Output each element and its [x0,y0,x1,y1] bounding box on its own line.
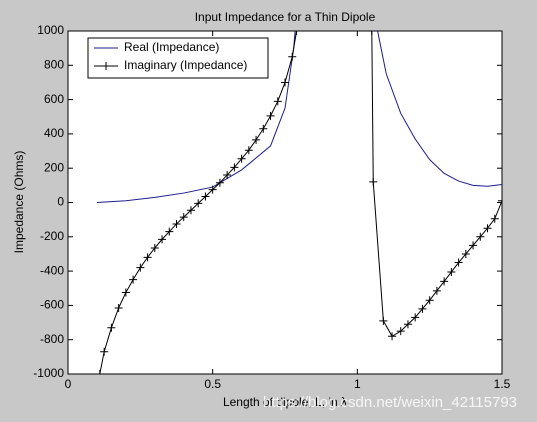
marker [129,275,138,284]
marker [201,192,210,201]
marker [266,111,275,120]
marker [223,171,232,180]
marker [165,227,174,236]
marker [369,177,378,186]
marker [388,332,397,341]
marker [425,296,434,305]
y-tick-label: -800 [40,332,64,346]
marker [100,347,109,356]
marker [252,135,261,144]
marker [95,370,104,374]
y-tick-label: 600 [44,92,64,106]
marker [158,235,167,244]
marker [281,78,289,87]
plot-content [95,31,502,374]
legend-marker [102,62,110,70]
marker [292,31,301,35]
y-tick-label: 800 [44,57,64,71]
marker [396,327,405,336]
marker [454,258,463,267]
marker [215,178,224,187]
marker [121,288,130,297]
marker [476,232,485,241]
marker [230,163,239,172]
y-tick-label: -400 [40,263,64,277]
marker [367,31,376,35]
marker [483,224,492,233]
marker [114,303,123,312]
legend-box [87,37,269,79]
marker [107,323,116,332]
y-axis-label: Impedance (Ohms) [12,151,26,254]
x-tick-label: 1.5 [494,377,511,391]
y-tick-label: -200 [40,229,64,243]
marker [288,52,297,61]
marker [440,277,449,286]
marker [490,214,499,223]
marker [273,97,282,106]
y-tick-label: 1000 [37,23,64,37]
y-tick-label: 200 [44,160,64,174]
legend-label: Real (Impedance) [124,40,219,54]
x-tick-label: 0.5 [204,377,221,391]
x-tick-label: 1 [354,377,361,391]
marker [498,196,502,205]
legend-label: Imaginary (Impedance) [124,58,247,72]
marker [186,206,195,215]
marker [418,304,427,313]
marker [150,243,159,252]
x-axis-label: Length of dipole, L, in λ [223,395,347,409]
marker [469,241,478,250]
marker [259,124,268,133]
y-tick-label: 400 [44,126,64,140]
marker [208,185,217,194]
marker [143,253,152,262]
chart-title: Input Impedance for a Thin Dipole [195,10,376,24]
y-tick-label: -1000 [33,366,64,380]
watermark: https://blog.csdn.net/weixin_42115793 [263,394,517,411]
marker [179,213,188,222]
y-tick-label: 0 [57,195,64,209]
marker [244,146,253,155]
marker [411,313,420,322]
marker [379,316,388,325]
x-tick-label: 0 [65,377,72,391]
marker [194,199,203,208]
y-tick-label: -600 [40,298,64,312]
marker [172,219,181,228]
plot-area [67,30,503,375]
marker [136,263,145,272]
marker [432,286,441,295]
marker [403,320,412,329]
marker [237,154,246,163]
marker [447,267,456,276]
marker [461,249,470,258]
